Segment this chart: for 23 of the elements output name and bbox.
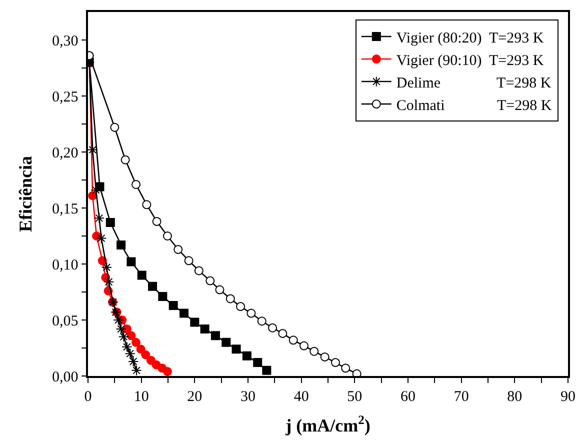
x-tick-label: 10 xyxy=(134,388,149,405)
legend-label: Delime T=298 K xyxy=(396,75,552,92)
y-tick-label: 0,10 xyxy=(52,257,78,274)
y-tick-label: 0,20 xyxy=(52,145,78,162)
y-tick-label: 0,05 xyxy=(52,313,78,330)
x-tick-label: 20 xyxy=(187,388,202,405)
x-tick-label: 30 xyxy=(240,388,256,405)
x-tick-label: 40 xyxy=(294,388,309,405)
y-tick-label: 0,30 xyxy=(52,33,78,50)
x-tick-label: 0 xyxy=(84,388,92,405)
x-tick-label: 50 xyxy=(347,388,362,405)
y-tick-label: 0,25 xyxy=(52,89,78,106)
legend-label: Colmati T=298 K xyxy=(396,98,552,114)
y-tick-label: 0,15 xyxy=(52,201,78,218)
y-tick-label: 0,00 xyxy=(52,369,78,386)
legend-label: Vigier (80:20) T=293 K xyxy=(396,30,544,46)
x-tick-label: 70 xyxy=(454,388,469,405)
x-tick-label: 80 xyxy=(507,388,522,405)
x-axis-title: j (mA/cm$^{2}$) xyxy=(284,412,370,436)
y-axis-title: Eficiência xyxy=(16,156,36,232)
legend-label: Vigier (90:10) T=293 K xyxy=(396,52,544,69)
x-tick-label: 90 xyxy=(560,388,576,405)
x-tick-label: 60 xyxy=(400,388,416,405)
